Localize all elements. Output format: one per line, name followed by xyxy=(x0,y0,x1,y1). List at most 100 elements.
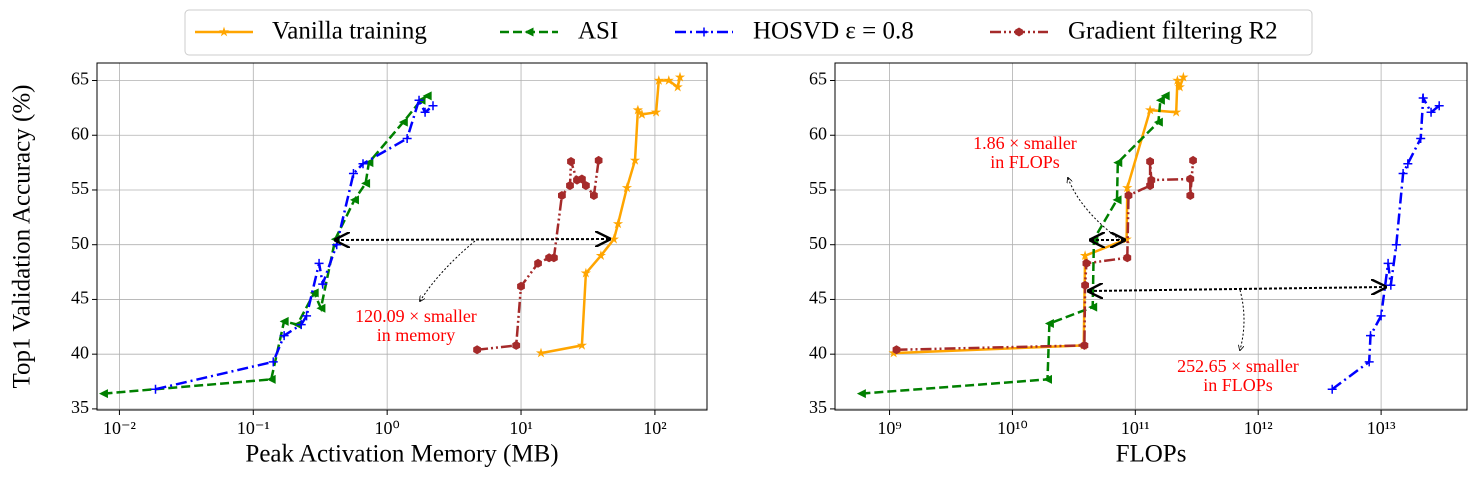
marker xyxy=(1153,117,1163,127)
marker xyxy=(1082,258,1091,268)
x-axis-label: Peak Activation Memory (MB) xyxy=(245,441,558,468)
y-tick-label: 45 xyxy=(71,288,89,308)
y-tick-label: 35 xyxy=(71,397,89,417)
marker xyxy=(151,384,161,394)
x-tick-label: 10² xyxy=(643,418,666,438)
marker xyxy=(517,281,525,291)
marker xyxy=(1327,384,1337,394)
marker xyxy=(580,267,591,278)
arrow xyxy=(420,240,476,301)
legend-label: Vanilla training xyxy=(272,18,427,45)
legend-box xyxy=(184,9,1313,56)
marker xyxy=(621,182,633,193)
annotation: in FLOPs xyxy=(990,152,1060,172)
marker xyxy=(550,253,558,263)
x-tick-label: 10¹³ xyxy=(1367,418,1396,438)
y-axis-label: Top1 Validation Accuracy (%) xyxy=(9,85,36,389)
legend-marker xyxy=(524,27,534,37)
marker xyxy=(892,345,901,355)
marker xyxy=(316,303,326,313)
y-tick-label: 40 xyxy=(71,342,89,362)
y-tick-label: 35 xyxy=(809,397,827,417)
marker xyxy=(535,347,547,358)
marker xyxy=(1386,280,1396,290)
marker xyxy=(512,340,521,350)
marker xyxy=(1043,374,1053,384)
marker xyxy=(1398,169,1408,179)
marker xyxy=(1186,174,1195,184)
marker xyxy=(398,117,408,127)
y-tick-label: 55 xyxy=(71,178,89,198)
arrow xyxy=(336,239,609,240)
annotation: 252.65 × smaller xyxy=(1177,356,1299,376)
marker xyxy=(349,195,359,205)
y-tick-label: 45 xyxy=(809,288,827,308)
marker xyxy=(1186,191,1195,200)
marker xyxy=(1145,104,1156,115)
y-tick-label: 55 xyxy=(809,178,827,198)
x-tick-label: 10¹⁰ xyxy=(997,418,1028,438)
marker xyxy=(318,279,328,289)
marker xyxy=(590,191,598,200)
marker xyxy=(314,258,324,268)
marker xyxy=(1403,159,1413,169)
marker xyxy=(1376,311,1386,321)
marker xyxy=(534,258,542,268)
marker xyxy=(364,158,374,168)
series-line xyxy=(893,76,1185,355)
marker xyxy=(302,311,312,321)
marker xyxy=(1112,195,1122,205)
marker xyxy=(1391,240,1401,250)
marker xyxy=(1171,106,1182,117)
marker xyxy=(558,191,566,200)
marker xyxy=(1081,280,1089,290)
marker xyxy=(266,374,276,384)
marker xyxy=(1080,340,1089,350)
marker xyxy=(1079,250,1091,260)
marker xyxy=(653,75,664,85)
legend-label: ASI xyxy=(578,18,618,45)
marker xyxy=(1178,71,1189,82)
annotation-arrows xyxy=(336,178,1385,350)
marker xyxy=(402,134,412,144)
marker xyxy=(567,157,575,166)
legend-marker xyxy=(1015,27,1023,37)
marker xyxy=(1426,107,1436,117)
x-tick-label: 10⁻² xyxy=(103,418,136,438)
series-line xyxy=(155,96,434,391)
marker xyxy=(1434,101,1444,111)
marker xyxy=(358,159,368,169)
marker xyxy=(672,81,683,92)
arrow xyxy=(1068,178,1121,241)
annotation: in memory xyxy=(377,325,456,345)
y-tick-label: 50 xyxy=(71,233,89,253)
marker xyxy=(1146,157,1154,166)
series-line xyxy=(1331,93,1440,391)
marker xyxy=(632,104,643,115)
marker xyxy=(1124,191,1133,200)
marker xyxy=(1113,158,1123,168)
y-tick-label: 60 xyxy=(809,123,827,143)
marker xyxy=(663,75,674,85)
marker xyxy=(674,71,686,82)
marker xyxy=(612,218,624,229)
x-tick-label: 10⁻¹ xyxy=(237,418,270,438)
marker xyxy=(309,288,319,298)
marker xyxy=(566,181,574,191)
marker xyxy=(414,95,424,105)
marker xyxy=(420,107,430,117)
annotation: in FLOPs xyxy=(1203,375,1273,395)
marker xyxy=(578,174,586,184)
marker xyxy=(1044,319,1054,329)
series-line xyxy=(861,94,1167,395)
marker xyxy=(1088,302,1098,312)
marker xyxy=(1364,357,1374,367)
marker xyxy=(1155,95,1165,105)
x-tick-label: 10¹² xyxy=(1244,418,1273,438)
marker xyxy=(361,178,371,188)
marker xyxy=(629,155,641,165)
marker xyxy=(473,345,481,355)
series-line xyxy=(540,76,682,355)
series-line xyxy=(476,160,600,352)
